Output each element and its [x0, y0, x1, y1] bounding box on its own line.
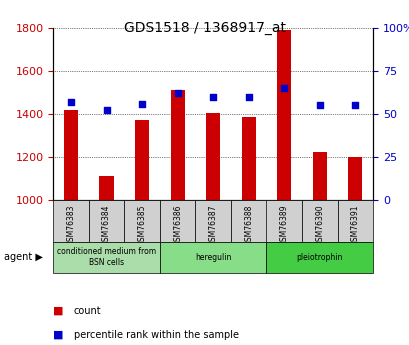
FancyBboxPatch shape — [301, 200, 337, 242]
Point — [103, 108, 110, 113]
Text: GSM76388: GSM76388 — [244, 204, 253, 246]
Text: GSM76390: GSM76390 — [315, 204, 324, 246]
Bar — [276, 30, 291, 200]
Bar — [347, 157, 362, 200]
FancyBboxPatch shape — [266, 241, 372, 273]
Bar — [241, 117, 255, 200]
Bar — [206, 113, 220, 200]
FancyBboxPatch shape — [53, 200, 89, 242]
Text: GSM76385: GSM76385 — [137, 204, 146, 246]
FancyBboxPatch shape — [124, 200, 160, 242]
Text: ■: ■ — [53, 306, 64, 315]
FancyBboxPatch shape — [266, 200, 301, 242]
Point — [245, 94, 252, 99]
Point — [67, 99, 74, 105]
Text: count: count — [74, 306, 101, 315]
FancyBboxPatch shape — [160, 200, 195, 242]
Point — [351, 102, 358, 108]
Text: GSM76387: GSM76387 — [208, 204, 217, 246]
FancyBboxPatch shape — [230, 200, 266, 242]
FancyBboxPatch shape — [89, 200, 124, 242]
FancyBboxPatch shape — [160, 241, 266, 273]
Text: conditioned medium from
BSN cells: conditioned medium from BSN cells — [57, 247, 156, 267]
Text: pleiotrophin: pleiotrophin — [296, 253, 342, 262]
Bar — [64, 110, 78, 200]
Text: GSM76391: GSM76391 — [350, 204, 359, 246]
Point — [139, 101, 145, 106]
Bar — [99, 176, 113, 200]
Bar — [135, 120, 149, 200]
Point — [280, 85, 287, 91]
Text: percentile rank within the sample: percentile rank within the sample — [74, 330, 238, 339]
Text: agent ▶: agent ▶ — [4, 252, 43, 262]
FancyBboxPatch shape — [53, 241, 160, 273]
FancyBboxPatch shape — [337, 200, 372, 242]
Text: GSM76389: GSM76389 — [279, 204, 288, 246]
Point — [316, 102, 322, 108]
Text: GDS1518 / 1368917_at: GDS1518 / 1368917_at — [124, 21, 285, 35]
Text: GSM76386: GSM76386 — [173, 204, 182, 246]
Point — [174, 90, 180, 96]
FancyBboxPatch shape — [195, 200, 230, 242]
Bar — [170, 90, 184, 200]
Text: ■: ■ — [53, 330, 64, 339]
Bar — [312, 151, 326, 200]
Text: GSM76384: GSM76384 — [102, 204, 111, 246]
Text: GSM76383: GSM76383 — [66, 204, 75, 246]
Text: heregulin: heregulin — [195, 253, 231, 262]
Point — [209, 94, 216, 99]
